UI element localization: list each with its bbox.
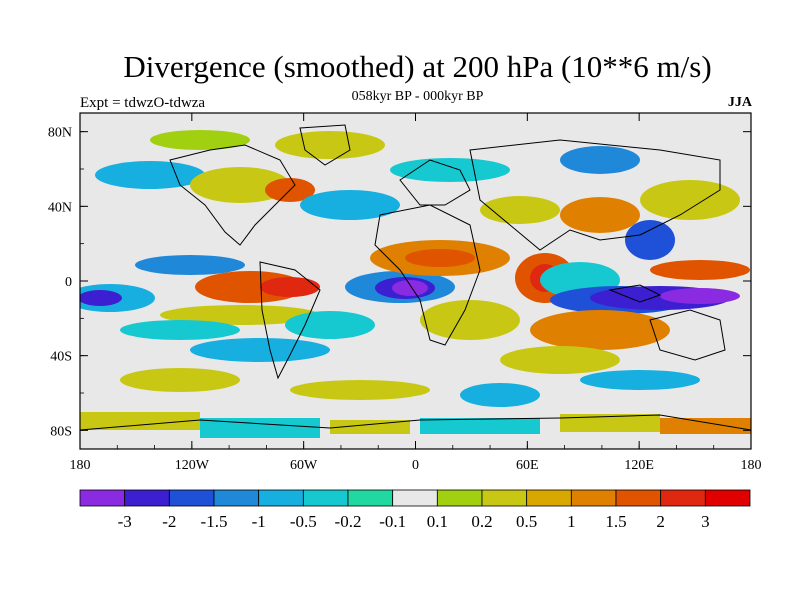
colorbar-label: 0.5: [516, 512, 537, 531]
lat-tick-label: 80N: [48, 126, 72, 141]
lon-tick-label: 180: [741, 458, 762, 473]
colorbar-label: 2: [656, 512, 665, 531]
axis-ticks: 180 120W 60W 0 60E 120E 180 80N 40N 0 40S 80S: [48, 113, 762, 473]
colorbar-swatch: [436, 489, 483, 507]
colorbar-label: 1: [567, 512, 576, 531]
colorbar-swatch: [213, 489, 260, 507]
experiment-label: Expt = tdwzO-tdwza: [80, 95, 206, 111]
lon-tick-label: 60E: [516, 458, 539, 473]
colorbar-swatch: [347, 489, 394, 507]
colorbar-label: -2: [162, 512, 176, 531]
colorbar-label: -0.2: [335, 512, 362, 531]
colorbar-swatch: [124, 489, 170, 507]
map-subtitle: 058kyr BP - 000kyr BP: [351, 89, 484, 104]
colorbar-swatch: [704, 489, 751, 507]
lon-tick-label: 120W: [175, 458, 210, 473]
divergence-field: [80, 130, 751, 438]
colorbar-swatch: [660, 489, 706, 507]
colorbar-swatch: [392, 489, 438, 507]
colorbar-label: -0.5: [290, 512, 317, 531]
lat-tick-label: 40N: [48, 200, 72, 215]
colorbar-swatch: [168, 489, 215, 507]
lon-tick-label: 180: [70, 458, 91, 473]
colorbar-swatch: [258, 489, 304, 507]
season-label: JJA: [727, 95, 752, 110]
colorbar-label: -1.5: [201, 512, 228, 531]
colorbar-label: 1.5: [605, 512, 626, 531]
colorbar-label: -0.1: [379, 512, 406, 531]
colorbar-swatch: [570, 489, 617, 507]
colorbar-label: -1: [252, 512, 266, 531]
lon-tick-label: 60W: [290, 458, 318, 473]
coastlines: [80, 124, 751, 431]
colorbar-label: 0.2: [471, 512, 492, 531]
colorbar-label: 3: [701, 512, 710, 531]
colorbar-swatch: [526, 489, 572, 507]
lat-tick-label: 0: [65, 275, 72, 290]
colorbar-swatch: [615, 489, 662, 507]
lat-tick-label: 80S: [50, 424, 72, 439]
colorbar-label: -3: [118, 512, 132, 531]
lon-tick-label: 0: [412, 458, 419, 473]
colorbar-label: 0.1: [427, 512, 448, 531]
colorbar-swatch: [302, 489, 349, 507]
map-title: Divergence (smoothed) at 200 hPa (10**6 …: [123, 49, 712, 84]
colorbar-swatch: [481, 489, 528, 507]
lon-tick-label: 120E: [624, 458, 654, 473]
lat-tick-label: 40S: [50, 350, 72, 365]
colorbar-swatch: [79, 489, 126, 507]
